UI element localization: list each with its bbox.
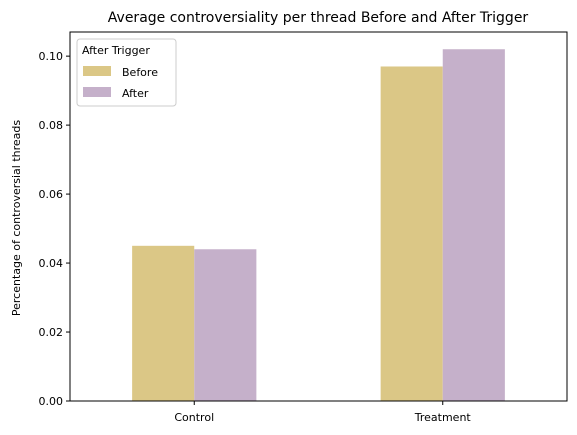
y-tick-label: 0.02 bbox=[39, 326, 64, 339]
y-tick-label: 0.00 bbox=[39, 395, 64, 408]
y-tick-label: 0.06 bbox=[39, 188, 64, 201]
legend-title: After Trigger bbox=[82, 44, 150, 57]
x-tick-label-treatment: Treatment bbox=[414, 411, 472, 424]
legend-label-before: Before bbox=[122, 66, 158, 79]
legend-label-after: After bbox=[122, 87, 149, 100]
chart-title: Average controversiality per thread Befo… bbox=[108, 10, 529, 26]
bar-after-treatment bbox=[442, 49, 505, 402]
bar-before-treatment bbox=[380, 66, 443, 401]
y-tick-label: 0.08 bbox=[39, 119, 64, 132]
y-axis-label: Percentage of controversial threads bbox=[10, 120, 23, 316]
x-axis: Control Treatment bbox=[174, 401, 471, 424]
x-tick-label-control: Control bbox=[174, 411, 214, 424]
y-tick-label: 0.10 bbox=[39, 50, 64, 63]
plot-frame bbox=[69, 31, 568, 402]
bars-group bbox=[132, 49, 505, 402]
y-tick-label: 0.04 bbox=[39, 257, 64, 270]
y-axis: 0.00 0.02 0.04 0.06 0.08 0.10 bbox=[39, 50, 70, 408]
legend-swatch-before bbox=[83, 66, 111, 76]
legend: After Trigger Before After bbox=[76, 38, 177, 107]
legend-swatch-after bbox=[83, 87, 111, 97]
legend-items: Before After bbox=[83, 66, 158, 100]
bar-before-control bbox=[132, 245, 195, 401]
bar-after-control bbox=[194, 249, 257, 401]
